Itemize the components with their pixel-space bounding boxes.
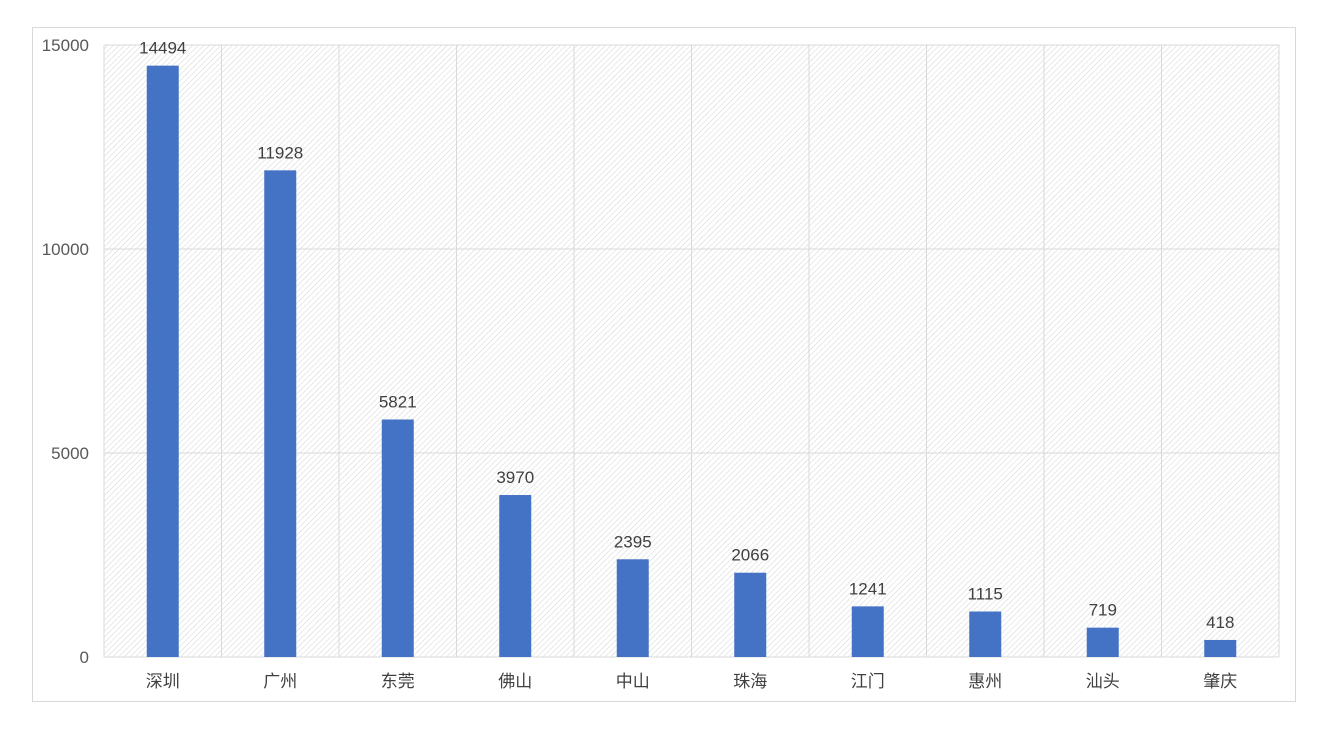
x-tick-label: 中山 xyxy=(616,672,650,691)
bar-惠州 xyxy=(969,611,1002,657)
y-tick-label: 5000 xyxy=(51,444,89,463)
x-tick-label: 广州 xyxy=(263,672,297,691)
y-tick-label: 10000 xyxy=(42,240,89,259)
y-tick-label: 0 xyxy=(80,648,89,667)
x-tick-label: 深圳 xyxy=(146,672,180,691)
bar-广州 xyxy=(264,170,297,658)
data-label: 719 xyxy=(1089,601,1117,620)
bar-中山 xyxy=(616,559,649,657)
bar-东莞 xyxy=(381,419,414,657)
data-label: 3970 xyxy=(496,468,534,487)
data-label: 418 xyxy=(1206,613,1234,632)
x-tick-label: 汕头 xyxy=(1086,672,1120,691)
x-tick-label: 佛山 xyxy=(498,672,532,691)
y-tick-label: 15000 xyxy=(42,36,89,55)
data-label: 11928 xyxy=(257,143,303,162)
bar-佛山 xyxy=(499,495,532,657)
data-label: 1241 xyxy=(849,579,887,598)
x-tick-label: 肇庆 xyxy=(1203,672,1237,691)
data-label: 2395 xyxy=(614,532,652,551)
bar-珠海 xyxy=(734,572,767,657)
bar-深圳 xyxy=(146,65,179,658)
data-label: 5821 xyxy=(379,393,417,412)
data-label: 14494 xyxy=(139,39,186,58)
x-tick-label: 惠州 xyxy=(968,672,1002,691)
data-label: 2066 xyxy=(731,546,769,565)
bar-肇庆 xyxy=(1204,639,1237,657)
bar-汕头 xyxy=(1086,627,1119,657)
x-tick-label: 江门 xyxy=(851,672,885,691)
chart-frame xyxy=(32,27,1296,702)
bar-江门 xyxy=(851,606,884,657)
x-tick-label: 珠海 xyxy=(733,672,767,691)
x-tick-label: 东莞 xyxy=(381,672,415,691)
data-label: 1115 xyxy=(968,585,1003,604)
